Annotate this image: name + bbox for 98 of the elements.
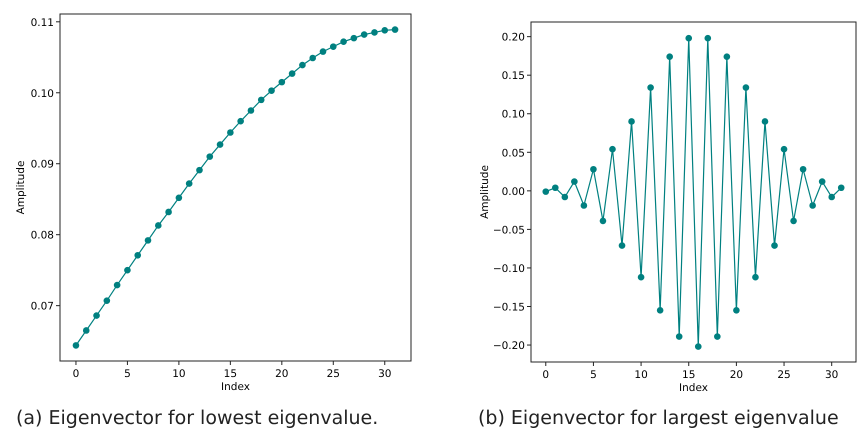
point	[762, 118, 768, 125]
text: (a) Eigenvector for lowest eigenvalue.	[16, 407, 378, 429]
point	[571, 178, 578, 185]
point	[360, 31, 368, 38]
point	[656, 307, 664, 314]
x-tick-label: 25	[777, 369, 791, 381]
y-tick-label: 0.11	[30, 16, 54, 29]
point	[676, 333, 683, 340]
point	[392, 26, 398, 33]
point	[638, 274, 644, 280]
point	[114, 282, 120, 288]
point	[340, 38, 347, 45]
point	[104, 297, 110, 304]
point	[590, 166, 597, 173]
point	[134, 252, 142, 259]
point	[176, 194, 182, 202]
point	[72, 342, 80, 349]
point	[685, 34, 692, 42]
y-tick-label: 0.07	[30, 300, 54, 313]
point	[320, 48, 326, 55]
point	[628, 118, 635, 125]
point	[124, 266, 131, 274]
point	[93, 312, 100, 319]
text: (b) Eigenvector for largest eigenvalue	[478, 407, 839, 429]
point	[196, 166, 203, 174]
point	[618, 242, 626, 249]
y-tick-label: −0.15	[492, 301, 525, 314]
x-tick-label: 20	[730, 369, 744, 381]
y-tick-label: −0.10	[492, 262, 525, 275]
y-tick-label: 0.20	[502, 32, 525, 44]
x-tick-label: 20	[275, 368, 289, 380]
point	[724, 53, 730, 60]
y-tick-label: −0.20	[492, 340, 525, 352]
point	[237, 118, 244, 124]
x-tick-label: 0	[542, 369, 550, 381]
point	[381, 27, 388, 34]
point	[609, 146, 616, 153]
point	[694, 343, 702, 350]
point	[647, 84, 654, 91]
point	[666, 53, 673, 60]
x-tick-label: 15	[224, 368, 238, 380]
point	[278, 78, 286, 86]
x-tick-label: 30	[825, 369, 838, 381]
point	[330, 43, 337, 50]
point	[790, 218, 797, 224]
point	[552, 184, 559, 192]
point	[248, 107, 254, 114]
point	[350, 34, 358, 42]
point	[704, 34, 712, 42]
point	[818, 178, 826, 185]
y-tick-label: 0.05	[502, 147, 525, 160]
y-tick-label: −0.05	[492, 224, 525, 236]
y-tick-label: 0.09	[30, 158, 54, 171]
point	[742, 84, 750, 91]
point	[371, 29, 378, 36]
y-tick-label: 0.00	[502, 186, 525, 198]
point	[268, 87, 275, 94]
point	[600, 218, 606, 224]
point	[206, 153, 214, 160]
point	[580, 202, 588, 209]
y-tick-label: 0.10	[30, 88, 54, 100]
point	[288, 70, 296, 77]
y-axis-title: Amplitude	[15, 160, 27, 214]
point	[828, 194, 835, 200]
point	[752, 274, 759, 280]
x-tick-label: 30	[378, 368, 392, 380]
point	[771, 242, 778, 249]
x-tick-label: 5	[590, 369, 597, 381]
point	[144, 237, 152, 244]
point	[800, 166, 806, 173]
x-tick-label: 5	[124, 368, 131, 380]
point	[186, 180, 192, 187]
point	[809, 202, 816, 209]
point	[733, 307, 740, 314]
point	[714, 333, 721, 340]
x-axis-title: Index	[679, 382, 708, 394]
point	[216, 141, 224, 148]
x-tick-label: 10	[634, 369, 648, 381]
point	[309, 54, 316, 62]
point	[299, 62, 306, 68]
x-tick-label: 0	[72, 368, 80, 380]
x-axis-title: Index	[221, 381, 250, 393]
point	[562, 194, 568, 200]
y-tick-label: 0.15	[502, 70, 525, 82]
x-tick-label: 10	[172, 368, 186, 380]
point	[258, 96, 265, 104]
y-tick-label: 0.10	[502, 108, 525, 121]
point	[227, 129, 234, 136]
x-tick-label: 25	[326, 368, 340, 380]
point	[780, 146, 788, 153]
point	[82, 327, 90, 334]
x-tick-label: 15	[682, 369, 696, 381]
point	[542, 188, 550, 195]
y-axis-title: Amplitude	[479, 165, 491, 219]
point	[838, 184, 845, 192]
point	[155, 222, 162, 229]
point	[165, 208, 172, 216]
y-tick-label: 0.08	[30, 230, 54, 242]
